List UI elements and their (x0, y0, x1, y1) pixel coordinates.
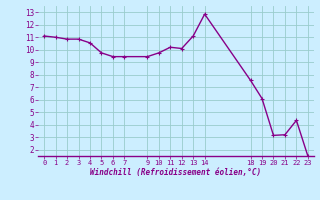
X-axis label: Windchill (Refroidissement éolien,°C): Windchill (Refroidissement éolien,°C) (91, 168, 261, 177)
